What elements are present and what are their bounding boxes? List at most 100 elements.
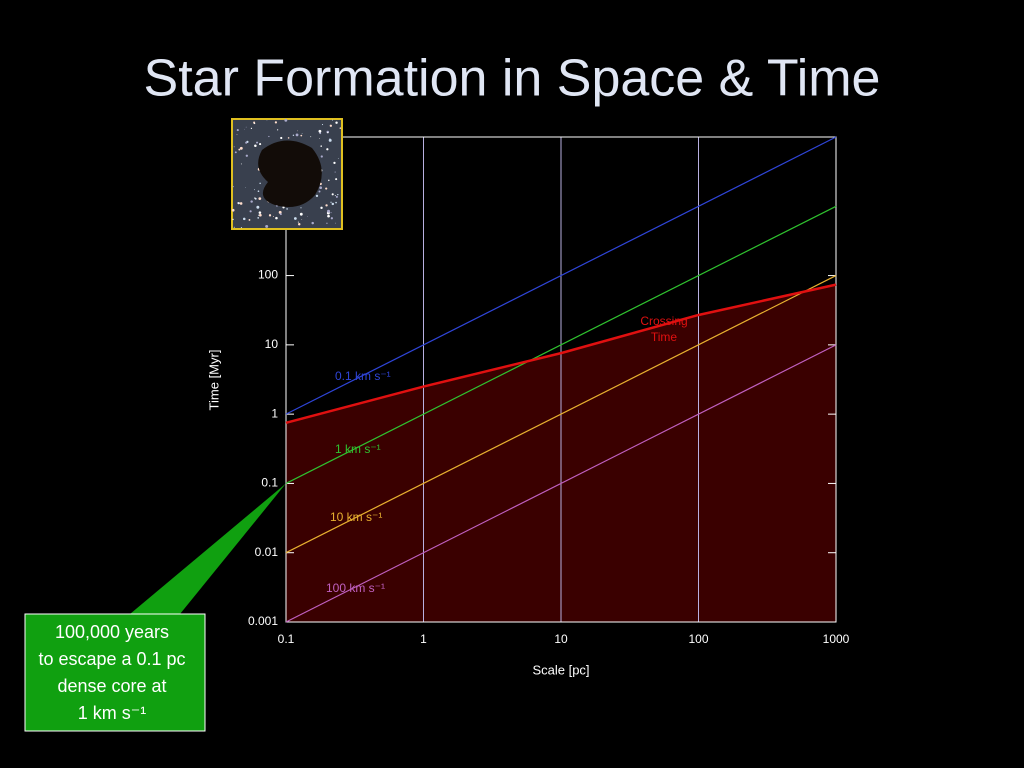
star: [327, 209, 331, 213]
star: [331, 202, 335, 206]
star: [240, 163, 242, 165]
star: [328, 138, 332, 142]
star: [331, 193, 334, 196]
series-line: [285, 275, 837, 554]
star: [328, 179, 330, 182]
x-tick-label: 1000: [823, 632, 850, 646]
star: [330, 217, 333, 220]
star: [278, 210, 282, 214]
star: [337, 158, 339, 160]
star: [310, 136, 312, 138]
star: [301, 133, 303, 134]
star: [254, 197, 256, 199]
star: [258, 197, 262, 200]
star: [272, 216, 274, 218]
star: [327, 214, 330, 218]
star: [295, 133, 299, 137]
star: [311, 221, 314, 225]
star: [249, 210, 252, 213]
y-tick-label: 100: [258, 268, 278, 282]
star: [319, 138, 321, 139]
star: [231, 208, 235, 212]
star: [297, 221, 299, 223]
callout-pointer: [130, 483, 286, 614]
star: [284, 118, 288, 122]
x-tick-label: 100: [688, 632, 708, 646]
star: [250, 200, 253, 203]
star: [265, 224, 269, 228]
series-label: 10 km s⁻¹: [330, 510, 382, 524]
star: [254, 144, 257, 147]
star: [334, 171, 336, 173]
star: [332, 119, 333, 121]
dark-cloud-image: [231, 118, 343, 230]
star: [258, 214, 260, 216]
plot-frame: [285, 136, 837, 623]
plot: 0.1 1 10 100 1000 0.001 0.01 0.1 1 10 100 0.1 km s⁻…: [24, 136, 850, 732]
star: [319, 186, 323, 190]
star: [248, 219, 251, 221]
star: [240, 227, 242, 229]
star: [300, 134, 303, 137]
star: [239, 202, 243, 205]
star: [245, 126, 247, 128]
star: [318, 190, 321, 193]
star: [292, 134, 295, 136]
y-tick-label: 0.1: [261, 476, 278, 490]
star: [236, 129, 239, 132]
callout-text: dense core at: [57, 676, 166, 696]
x-tick-label: 1: [420, 632, 427, 646]
star: [334, 195, 336, 197]
star: [326, 222, 328, 224]
star: [300, 207, 302, 209]
star: [256, 141, 259, 144]
series-line: [285, 344, 837, 623]
series-label: 0.1 km s⁻¹: [335, 369, 391, 383]
star: [325, 187, 328, 190]
star: [244, 128, 246, 130]
star: [287, 137, 290, 139]
star: [253, 121, 256, 124]
star: [254, 189, 256, 191]
star: [245, 141, 248, 144]
star: [320, 155, 323, 158]
star: [245, 187, 246, 188]
series-line: [285, 283, 837, 425]
star: [335, 201, 337, 204]
star: [233, 226, 235, 228]
callout-box: [24, 613, 206, 732]
callout-text: 100,000 years: [55, 622, 169, 642]
y-tick-label: 1: [271, 406, 278, 420]
star: [277, 129, 279, 131]
star: [330, 212, 332, 214]
star: [250, 127, 253, 130]
star: [256, 205, 260, 209]
star: [238, 148, 241, 151]
series-line: [285, 136, 837, 415]
star: [245, 154, 248, 157]
star: [232, 218, 234, 221]
callout-text: 1 km s⁻¹: [78, 703, 147, 723]
star: [259, 213, 262, 217]
star: [293, 217, 297, 220]
star: [329, 138, 331, 140]
star: [257, 217, 260, 219]
y-tick-label: 0.01: [255, 545, 279, 559]
star: [286, 208, 288, 210]
star: [330, 201, 332, 203]
star: [337, 194, 339, 196]
star: [275, 216, 278, 220]
star: [257, 190, 260, 193]
star: [297, 130, 298, 132]
star: [318, 129, 322, 133]
star: [325, 204, 328, 207]
star: [315, 194, 319, 198]
star: [329, 124, 332, 127]
series-line: [285, 205, 837, 484]
star: [242, 217, 246, 221]
star: [266, 120, 268, 121]
slide-title: Star Formation in Space & Time: [144, 50, 881, 108]
star: [335, 178, 338, 181]
